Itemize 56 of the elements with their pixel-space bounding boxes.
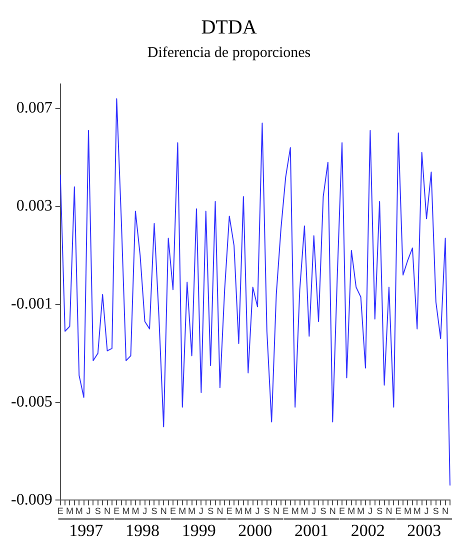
- x-tick-label: M: [244, 506, 252, 516]
- x-tick-label: M: [178, 506, 186, 516]
- x-tick-label: E: [339, 506, 346, 516]
- x-tick-label: N: [160, 506, 167, 516]
- x-tick-label: M: [66, 506, 74, 516]
- x-tick-label: N: [216, 506, 224, 516]
- x-tick-label: S: [432, 506, 439, 516]
- x-tick-label: S: [151, 506, 158, 516]
- text: 2000: [238, 520, 272, 540]
- text: 1999: [182, 520, 216, 540]
- x-tick-label: E: [395, 506, 402, 516]
- x-tick-label: N: [442, 506, 449, 516]
- x-tick-label: S: [208, 506, 214, 516]
- x-tick-label: S: [376, 506, 383, 516]
- y-tick-label: -0.009: [11, 491, 52, 508]
- x-tick-label: M: [300, 506, 308, 516]
- x-tick-label: M: [291, 506, 299, 516]
- x-tick-label: N: [386, 506, 392, 516]
- x-tick-label: J: [368, 506, 372, 516]
- chart-title: DTDA: [201, 16, 258, 38]
- x-tick-label: M: [75, 506, 83, 516]
- chart-subtitle: Diferencia de proporciones: [147, 44, 311, 61]
- text: 2001: [294, 520, 328, 540]
- x-tick-label: M: [234, 506, 242, 516]
- y-tick-label: 0.003: [16, 198, 52, 215]
- x-tick-label: J: [312, 506, 316, 516]
- x-tick-label: N: [104, 506, 111, 516]
- x-tick-label: S: [320, 506, 326, 516]
- x-tick-label: J: [255, 506, 260, 516]
- x-tick-label: E: [170, 506, 176, 516]
- x-tick-label: M: [132, 506, 140, 516]
- x-tick-label: E: [114, 506, 120, 516]
- x-tick-label: J: [198, 506, 204, 516]
- y-tick-label: -0.001: [11, 296, 52, 313]
- text: 2002: [350, 520, 385, 540]
- y-tick-label: -0.005: [11, 393, 52, 410]
- x-tick-label: M: [357, 506, 365, 516]
- x-tick-label: J: [424, 506, 429, 516]
- text: 1997: [69, 520, 104, 540]
- x-tick-label: S: [94, 506, 101, 516]
- text: 2003: [407, 520, 442, 540]
- x-tick-label: J: [86, 506, 91, 516]
- y-tick-label: 0.007: [16, 100, 52, 117]
- x-tick-label: E: [282, 506, 289, 516]
- x-tick-label: E: [57, 506, 64, 516]
- x-tick-label: S: [264, 506, 270, 516]
- x-tick-label: N: [273, 506, 280, 516]
- x-tick-label: M: [404, 506, 412, 516]
- x-tick-label: E: [226, 506, 232, 516]
- x-tick-label: N: [329, 506, 336, 516]
- x-tick-label: M: [188, 506, 196, 516]
- x-tick-label: M: [348, 506, 356, 516]
- x-tick-label: J: [142, 506, 148, 516]
- text: 1998: [125, 520, 160, 540]
- x-tick-label: M: [122, 506, 130, 516]
- x-tick-label: M: [413, 506, 421, 516]
